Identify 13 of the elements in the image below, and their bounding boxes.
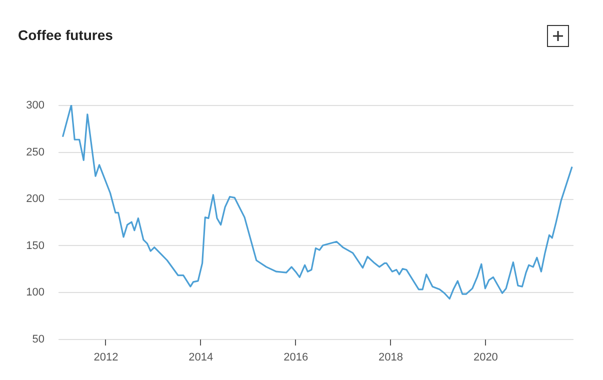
y-tick-label: 150 bbox=[26, 240, 44, 252]
chart-title: Coffee futures bbox=[18, 27, 113, 43]
y-tick-label: 300 bbox=[26, 100, 44, 112]
y-tick-label: 50 bbox=[32, 334, 44, 346]
x-tick-label: 2018 bbox=[378, 352, 403, 364]
y-tick-label: 250 bbox=[26, 146, 44, 158]
x-tick-label: 2016 bbox=[284, 352, 308, 364]
y-tick-label: 200 bbox=[26, 193, 44, 206]
y-tick-label: 100 bbox=[26, 286, 44, 299]
line-series bbox=[62, 105, 573, 300]
x-tick-label: 2012 bbox=[94, 352, 118, 364]
x-tick-label: 2020 bbox=[473, 352, 498, 364]
x-tick-label: 2014 bbox=[188, 352, 214, 364]
